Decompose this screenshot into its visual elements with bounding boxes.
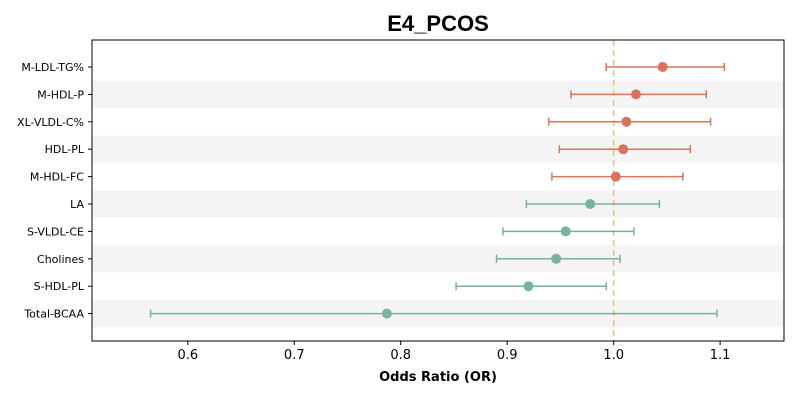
row-shading-bands (92, 80, 784, 328)
x-tick-label: 0.7 (284, 348, 305, 363)
or-point (631, 89, 642, 100)
or-point (657, 62, 668, 72)
or-point (618, 144, 629, 155)
y-tick-label: Total-BCAA (23, 308, 84, 321)
x-axis-ticks: 0.6 0.7 0.8 0.9 1.0 1.1 (177, 341, 730, 363)
or-point (621, 116, 632, 127)
y-tick-label: S-VLDL-CE (27, 225, 84, 238)
x-tick-label: 0.9 (497, 348, 518, 363)
x-tick-label: 0.8 (390, 348, 411, 363)
y-tick-label: XL-VLDL-C% (17, 116, 84, 129)
odds-ratio-points (381, 62, 668, 319)
or-point (610, 171, 621, 182)
or-point (560, 226, 571, 237)
y-tick-label: HDL-PL (45, 143, 85, 156)
y-tick-label: LA (70, 198, 84, 211)
x-tick-label: 0.6 (177, 348, 198, 363)
y-axis-ticks: M-LDL-TG% M-HDL-P XL-VLDL-C% HDL-PL M-HDL-FC… (17, 61, 92, 321)
plot-frame (91, 39, 785, 342)
or-point (585, 199, 596, 209)
or-point (523, 281, 534, 292)
y-tick-label: Cholines (37, 253, 84, 266)
y-tick-label: S-HDL-PL (34, 280, 85, 293)
x-tick-label: 1.0 (603, 348, 624, 363)
y-tick-label: M-HDL-FC (30, 171, 84, 184)
y-tick-label: M-LDL-TG% (21, 61, 84, 74)
row-band (92, 190, 784, 218)
y-tick-label: M-HDL-P (37, 88, 84, 101)
chart-title: E4_PCOS (387, 11, 489, 36)
or-point (551, 253, 562, 264)
row-band (92, 245, 784, 273)
x-tick-label: 1.1 (710, 348, 731, 363)
x-axis-label: Odds Ratio (OR) (379, 370, 497, 385)
or-point (381, 308, 392, 319)
